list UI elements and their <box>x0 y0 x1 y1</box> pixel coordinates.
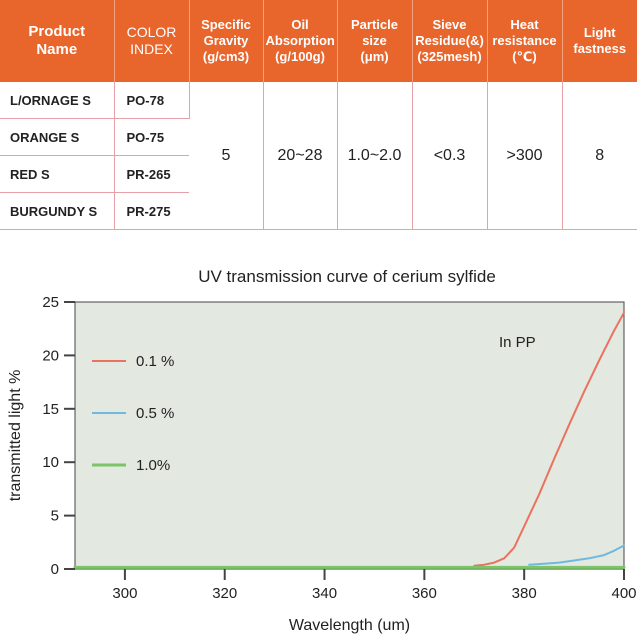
header-heat-resistance: Heat resistance (℃) <box>487 0 563 82</box>
specific-gravity-value: 5 <box>189 82 264 230</box>
legend: 0.1 % 0.5 % 1.0% <box>92 353 174 474</box>
table-row: RED S PR-265 <box>0 155 637 193</box>
y-tick-label: 20 <box>42 347 59 364</box>
x-tick-label: 340 <box>312 585 337 602</box>
y-tick-label: 25 <box>42 294 59 311</box>
product-name: RED S <box>0 155 115 193</box>
table-header-row: Product Name COLOR INDEX Specific Gravity (g… <box>0 0 637 82</box>
x-tick-label: 360 <box>412 585 437 602</box>
y-tick-label: 5 <box>51 508 59 525</box>
sieve-residue-value: <0.3 <box>412 82 488 230</box>
y-tick-label: 0 <box>51 561 59 578</box>
y-tick-label: 15 <box>42 401 59 418</box>
color-index: PR-275 <box>114 192 189 230</box>
y-axis-label: transmitted light % <box>7 370 24 502</box>
x-tick-label: 300 <box>112 585 137 602</box>
x-tick-label: 400 <box>611 585 636 602</box>
header-oil-absorption: Oil Absorption (g/100g) <box>263 0 338 82</box>
product-name: BURGUNDY S <box>0 192 115 230</box>
color-index: PO-75 <box>114 118 189 156</box>
series-line <box>473 311 625 567</box>
header-color-index: COLOR INDEX <box>114 0 190 82</box>
table-row: BURGUNDY S PR-275 <box>0 192 637 230</box>
heat-resistance-value: >300 <box>487 82 563 230</box>
product-name: ORANGE S <box>0 118 115 156</box>
in-pp-annotation: In PP <box>499 334 536 351</box>
plot-area <box>74 301 625 570</box>
table-row: L/ORNAGE S PO-78 5 20~28 1.0~2.0 <0.3 >3… <box>0 82 637 230</box>
y-tick-label: 10 <box>42 454 59 471</box>
uv-transmission-chart: UV transmission curve of cerium sylfide … <box>7 267 637 634</box>
legend-label: 1.0% <box>136 457 170 474</box>
header-particle-size: Particle size (μm) <box>337 0 413 82</box>
table-row: ORANGE S PO-75 <box>0 118 637 156</box>
header-product-name: Product Name <box>0 0 115 82</box>
header-sieve-residue: Sieve Residue(&) (325mesh) <box>412 0 488 82</box>
oil-absorption-value: 20~28 <box>263 82 338 230</box>
legend-label: 0.5 % <box>136 405 174 422</box>
color-index: PR-265 <box>114 155 189 193</box>
particle-size-value: 1.0~2.0 <box>337 82 413 230</box>
product-name: L/ORNAGE S <box>0 82 115 119</box>
x-tick-label: 380 <box>512 585 537 602</box>
series-layer <box>73 311 626 569</box>
x-tick-label: 320 <box>212 585 237 602</box>
header-specific-gravity: Specific Gravity (g/cm3) <box>189 0 264 82</box>
header-light-fastness: Light fastness <box>562 0 637 82</box>
chart-title: UV transmission curve of cerium sylfide <box>198 267 496 286</box>
light-fastness-value: 8 <box>562 82 637 230</box>
series-line <box>528 544 625 566</box>
spec-table: Product Name COLOR INDEX Specific Gravity (g… <box>0 0 637 230</box>
color-index: PO-78 <box>114 82 190 119</box>
x-axis-label: Wavelength (um) <box>289 617 410 634</box>
legend-label: 0.1 % <box>136 353 174 370</box>
axes-layer: 0 5 10 15 20 25 300 320 340 360 380 400 <box>42 294 636 602</box>
